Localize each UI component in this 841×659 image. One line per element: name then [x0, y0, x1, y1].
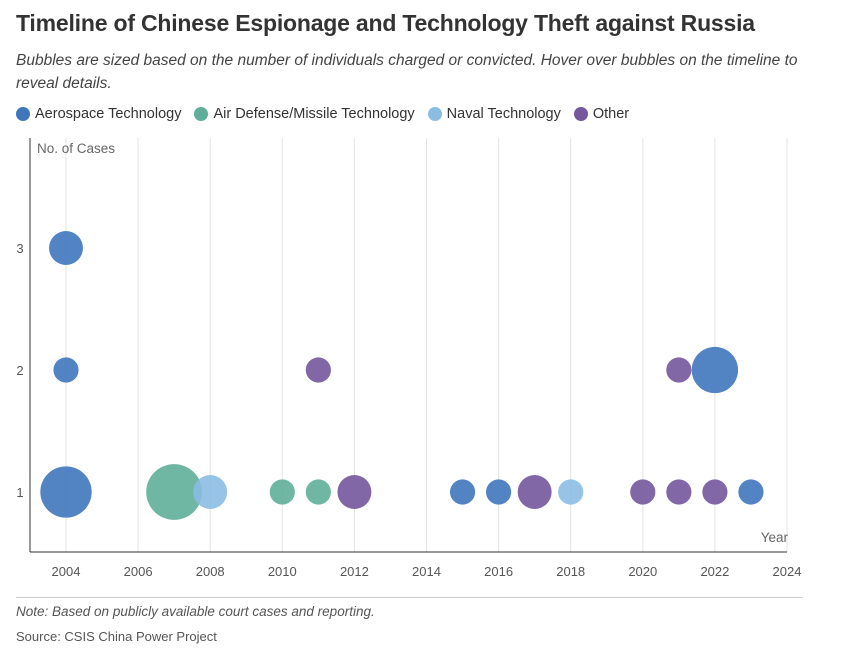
footer-divider: [16, 597, 803, 598]
x-tick-label-2006: 2006: [124, 564, 153, 579]
bubble-aerospace-technology-2016-1[interactable]: [486, 479, 512, 505]
bubble-other-2022-1[interactable]: [702, 479, 728, 505]
bubble-timeline-chart: 2004 2006 2008 2010 2012 2014 2016 2018 2020 2022…: [16, 138, 801, 579]
bubble-air-defense-missile-technology-2007-1[interactable]: [146, 464, 203, 520]
y-tick-label-2: 2: [16, 363, 23, 378]
chart-note: Note: Based on publicly available court …: [16, 604, 375, 619]
legend-swatch-other: [573, 107, 588, 121]
bubble-aerospace-technology-2023-1[interactable]: [738, 479, 764, 505]
bubble-other-2012-1[interactable]: [337, 475, 372, 509]
legend-swatch-naval: [427, 107, 442, 121]
y-tick-label-3: 3: [16, 241, 23, 256]
bubble-naval-technology-2008-1[interactable]: [193, 475, 228, 509]
legend-swatch-aerospace: [16, 107, 30, 121]
bubble-aerospace-technology-2022-2[interactable]: [691, 346, 739, 394]
x-tick-label-2008: 2008: [196, 564, 225, 579]
x-tick-label-2016: 2016: [484, 564, 513, 579]
chart-source: Source: CSIS China Power Project: [16, 629, 217, 644]
legend-item-air-defense[interactable]: Air Defense/Missile Technology: [194, 106, 415, 122]
legend: Aerospace Technology Air Defense/Missile…: [16, 106, 642, 122]
x-tick-label-2020: 2020: [628, 564, 657, 579]
bubble-other-2017-1[interactable]: [517, 475, 552, 509]
bubble-other-2021-1[interactable]: [666, 479, 692, 505]
x-axis-title: Year: [761, 530, 789, 545]
bubble-air-defense-missile-technology-2010-1[interactable]: [269, 479, 295, 505]
bubble-aerospace-technology-2004-2[interactable]: [53, 357, 79, 383]
legend-label-naval: Naval Technology: [446, 106, 561, 122]
chart-subtitle: Bubbles are sized based on the number of…: [16, 52, 798, 92]
x-tick-label-2010: 2010: [268, 564, 297, 579]
bubble-aerospace-technology-2015-1[interactable]: [449, 479, 476, 505]
bubble-aerospace-technology-2004-1[interactable]: [40, 466, 92, 518]
legend-item-other[interactable]: Other: [573, 106, 630, 122]
x-tick-label-2012: 2012: [340, 564, 369, 579]
x-tick-label-2024: 2024: [773, 564, 802, 579]
axes: [29, 138, 787, 553]
bubble-other-2011-2[interactable]: [305, 357, 331, 383]
legend-label-other: Other: [592, 106, 630, 122]
legend-label-air-defense: Air Defense/Missile Technology: [213, 106, 415, 122]
legend-swatch-air-defense: [194, 107, 209, 121]
bubble-other-2020-1[interactable]: [630, 479, 656, 505]
legend-item-naval[interactable]: Naval Technology: [427, 106, 561, 122]
x-tick-label-2014: 2014: [412, 564, 441, 579]
x-tick-label-2018: 2018: [556, 564, 585, 579]
y-tick-label-1: 1: [16, 485, 23, 500]
bubble-other-2021-2[interactable]: [666, 357, 692, 383]
bubbles: [40, 231, 764, 520]
bubble-aerospace-technology-2004-3[interactable]: [49, 231, 83, 265]
bubble-naval-technology-2018-1[interactable]: [558, 479, 584, 505]
axis-labels: 2004 2006 2008 2010 2012 2014 2016 2018 2020 2022…: [16, 141, 801, 579]
bubble-air-defense-missile-technology-2011-1[interactable]: [305, 479, 331, 505]
legend-label-aerospace: Aerospace Technology: [35, 106, 182, 122]
x-tick-label-2004: 2004: [52, 564, 81, 579]
legend-item-aerospace[interactable]: Aerospace Technology: [16, 106, 181, 122]
x-tick-label-2022: 2022: [700, 564, 729, 579]
chart-title: Timeline of Chinese Espionage and Techno…: [16, 10, 755, 36]
y-axis-title: No. of Cases: [37, 141, 115, 156]
